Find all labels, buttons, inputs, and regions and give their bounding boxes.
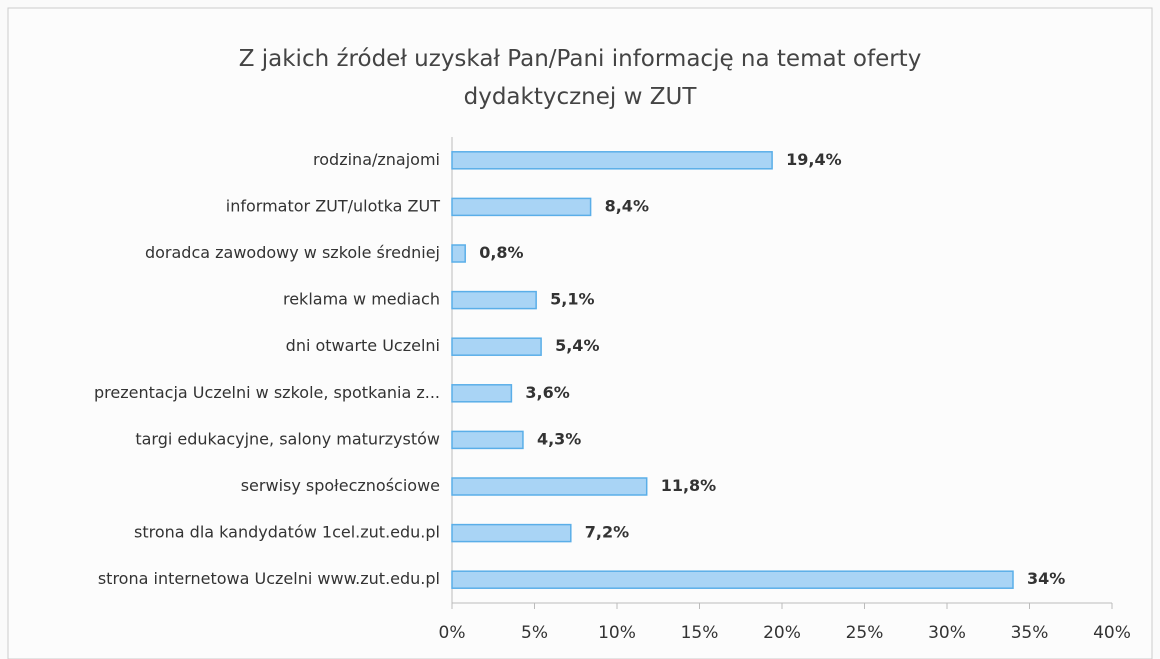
bar — [451, 384, 513, 403]
y-tick-label: prezentacja Uczelni w szkole, spotkania … — [94, 383, 440, 402]
y-tick-label: doradca zawodowy w szkole średniej — [145, 243, 440, 262]
bar — [451, 337, 542, 356]
data-label: 34% — [1027, 569, 1065, 588]
bar — [451, 570, 1014, 589]
bar — [451, 290, 537, 310]
y-tick-label: serwisy społecznościowe — [241, 476, 440, 495]
y-tick-label: dni otwarte Uczelni — [286, 336, 440, 355]
chart-title: Z jakich źródeł uzyskał Pan/Pani informa… — [238, 46, 922, 110]
y-tick-label: strona dla kandydatów 1cel.zut.edu.pl — [134, 523, 440, 542]
bar — [451, 151, 773, 170]
x-tick-label: 40% — [1093, 623, 1131, 643]
x-tick-label: 35% — [1011, 623, 1049, 643]
data-label: 0,8% — [479, 243, 523, 262]
y-tick-label: targi edukacyjne, salony maturzystów — [135, 429, 440, 448]
x-tick-label: 25% — [846, 623, 884, 643]
data-label: 19,4% — [786, 150, 842, 169]
bar — [451, 477, 648, 496]
y-tick-label: strona internetowa Uczelni www.zut.edu.p… — [98, 569, 440, 588]
x-tick-label: 15% — [681, 623, 719, 643]
data-label: 4,3% — [537, 429, 581, 448]
x-tick-label: 0% — [439, 623, 466, 643]
bar — [451, 244, 466, 263]
x-tick-label: 20% — [763, 623, 801, 643]
bar — [451, 523, 572, 543]
y-tick-label: informator ZUT/ulotka ZUT — [226, 196, 440, 215]
x-tick-label: 30% — [928, 623, 966, 643]
y-tick-label: rodzina/znajomi — [313, 150, 440, 169]
bar — [451, 430, 524, 450]
data-label: 5,1% — [550, 290, 594, 309]
chart-frame — [7, 7, 1153, 659]
x-tick-label: 5% — [521, 623, 548, 643]
data-label: 11,8% — [661, 476, 717, 495]
data-label: 5,4% — [555, 336, 599, 355]
data-label: 3,6% — [525, 383, 569, 402]
data-label: 7,2% — [585, 523, 629, 542]
bar — [451, 197, 592, 217]
data-label: 8,4% — [605, 196, 649, 215]
x-tick-label: 10% — [598, 623, 636, 643]
y-tick-label: reklama w mediach — [283, 290, 440, 309]
